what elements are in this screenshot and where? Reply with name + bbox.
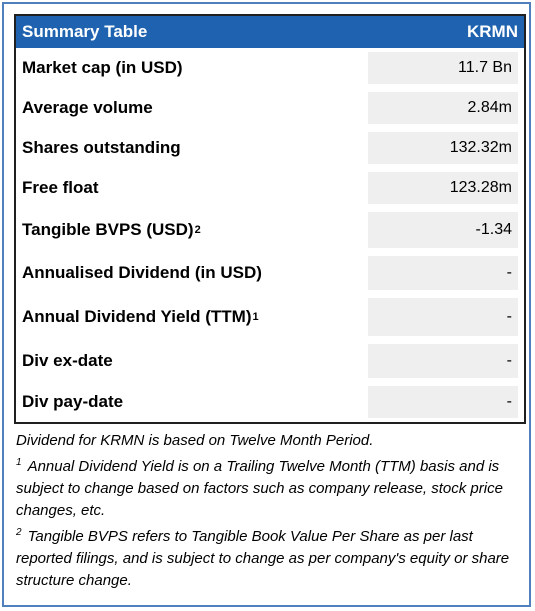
row-label: Market cap (in USD) [22,58,183,77]
table-row-free-float: Free float 123.28m [16,168,524,208]
table-row-annualised-dividend: Annualised Dividend (in USD) - [16,252,524,294]
table-row-tangible-bvps: Tangible BVPS (USD) 2 -1.34 [16,208,524,252]
table-row-dividend-yield: Annual Dividend Yield (TTM) 1 - [16,294,524,340]
row-label: Annualised Dividend (in USD) [22,263,262,282]
row-value: - [368,344,518,378]
row-value: - [368,256,518,290]
row-label: Tangible BVPS (USD) 2 [22,220,201,239]
row-label: Annual Dividend Yield (TTM) 1 [22,307,259,326]
row-value: - [368,298,518,336]
row-value: 2.84m [368,92,518,124]
row-value: -1.34 [368,212,518,248]
table-row-average-volume: Average volume 2.84m [16,88,524,128]
row-label: Free float [22,178,99,197]
row-label: Average volume [22,98,153,117]
footnotes: Dividend for KRMN is based on Twelve Mon… [16,430,524,596]
row-label: Div pay-date [22,392,124,411]
table-row-div-ex-date: Div ex-date - [16,340,524,382]
row-value: 11.7 Bn [368,52,518,84]
footnote-1-marker: 1 [16,457,22,468]
footnote-1: 1 Annual Dividend Yield is on a Trailing … [16,457,503,520]
row-label: Shares outstanding [22,138,181,157]
footnote-2-marker: 2 [16,527,22,538]
summary-card: Summary Table KRMN Market cap (in USD) 1… [2,2,531,607]
row-label: Div ex-date [22,351,113,370]
table-row-market-cap: Market cap (in USD) 11.7 Bn [16,48,524,88]
row-value: - [368,386,518,418]
table-row-div-pay-date: Div pay-date - [16,382,524,422]
row-value: 132.32m [368,132,518,164]
table-header: Summary Table KRMN [16,16,524,48]
ticker-label: KRMN [467,22,518,41]
summary-table: Summary Table KRMN Market cap (in USD) 1… [14,14,526,424]
dividend-basis-note: Dividend for KRMN is based on Twelve Mon… [16,432,374,449]
table-title: Summary Table [22,22,148,41]
row-value: 123.28m [368,172,518,204]
footnote-2: 2 Tangible BVPS refers to Tangible Book V… [16,527,510,590]
table-row-shares-outstanding: Shares outstanding 132.32m [16,128,524,168]
